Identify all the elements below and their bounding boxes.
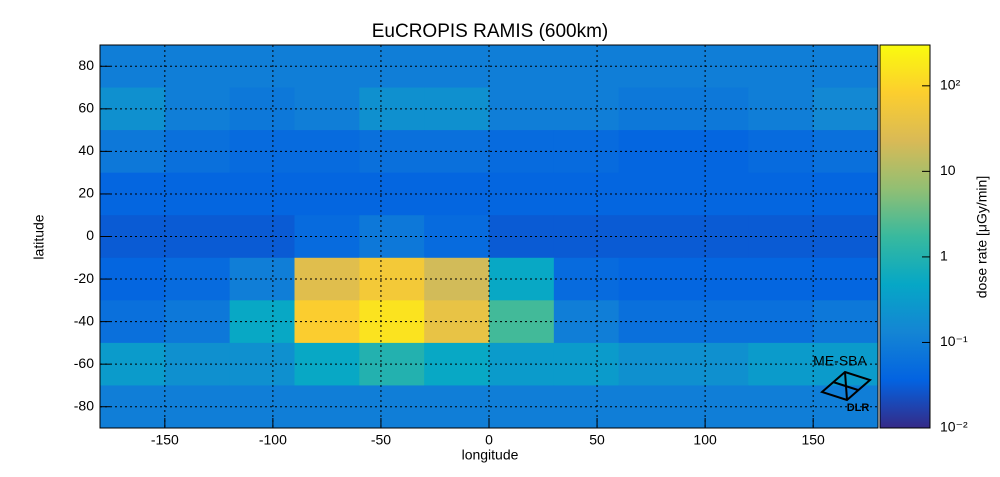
y-axis-label: latitude: [31, 214, 47, 259]
x-axis-label: longitude: [462, 447, 519, 463]
colorbar-tick-label: 10⁻²: [940, 419, 968, 435]
x-tick-label: -150: [151, 432, 179, 448]
y-tick-label: 60: [78, 100, 94, 116]
y-tick-label: -60: [74, 355, 94, 371]
colorbar-tick-label: 1: [940, 248, 948, 264]
x-tick-label: -100: [259, 432, 287, 448]
colorbar-tick-label: 10: [940, 162, 956, 178]
x-tick-label: 150: [801, 432, 825, 448]
x-tick-label: 0: [485, 432, 493, 448]
x-tick-label: 100: [693, 432, 717, 448]
y-tick-label: 20: [78, 185, 94, 201]
x-tick-label: -50: [371, 432, 391, 448]
annotation: DLR: [847, 402, 870, 414]
chart-title: EuCROPIS RAMIS (600km): [372, 21, 609, 42]
y-tick-label: -40: [74, 312, 94, 328]
y-tick-label: -80: [74, 397, 94, 413]
colorbar: [879, 44, 931, 429]
colorbar-tick-label: 10²: [940, 77, 961, 93]
logo: [820, 370, 872, 402]
y-tick-label: -20: [74, 270, 94, 286]
y-tick-label: 40: [78, 142, 94, 158]
y-tick-label: 0: [86, 227, 94, 243]
annotation: ME-SBA: [813, 353, 867, 369]
colorbar-tick-label: 10⁻¹: [940, 333, 968, 349]
x-tick-label: 50: [589, 432, 605, 448]
colorbar-label: dose rate [μGy/min]: [974, 176, 990, 298]
plot-frame: [99, 44, 879, 429]
y-tick-label: 80: [78, 57, 94, 73]
